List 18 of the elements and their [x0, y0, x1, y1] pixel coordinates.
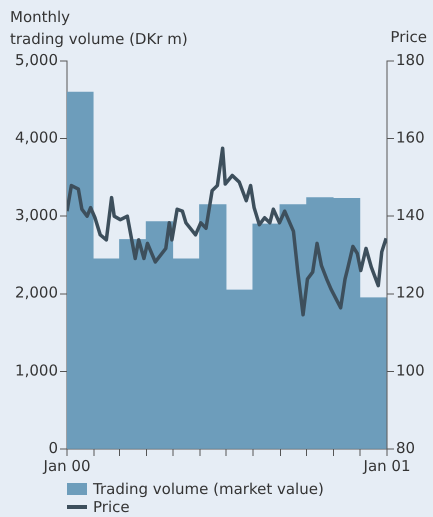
y2-tick-label: 180 [396, 50, 425, 69]
y2-tick-label: 80 [396, 438, 416, 457]
x-tick-label: Jan 01 [362, 456, 410, 475]
y-tick-label: 3,000 [15, 206, 58, 224]
y-tick-label: 5,000 [15, 50, 58, 69]
y-axis-title: Monthly trading volume (DKr m) [10, 7, 188, 50]
legend-label: Trading volume (market value) [93, 480, 324, 498]
y2-axis-title: Price [390, 28, 427, 46]
y-tick-label: 4,000 [15, 128, 58, 146]
y2-tick-label: 100 [396, 361, 425, 380]
y2-tick-label: 140 [396, 206, 425, 224]
y-tick-label: 1,000 [15, 361, 58, 380]
x-tick-label: Jan 00 [42, 456, 90, 475]
y-tick-label: 2,000 [15, 284, 58, 302]
legend-label: Price [93, 498, 130, 516]
y-tick-label: 0 [48, 438, 58, 457]
y2-tick-label: 120 [396, 284, 425, 302]
y2-tick-label: 160 [396, 128, 425, 146]
